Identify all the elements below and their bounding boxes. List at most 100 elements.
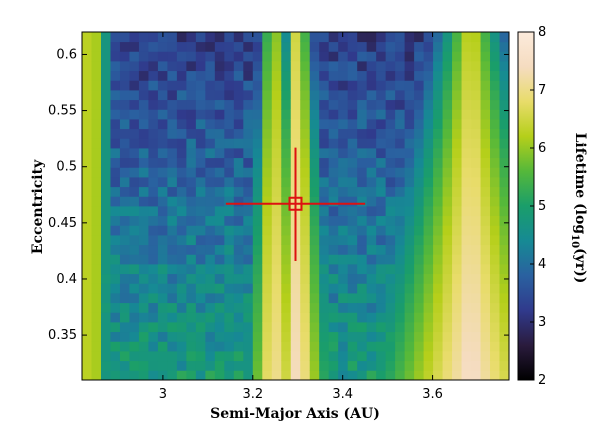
heatmap-cell (100, 167, 111, 178)
heatmap-cell (357, 32, 368, 43)
heatmap-cell (271, 119, 282, 130)
heatmap-cell (262, 360, 273, 371)
heatmap-cell (480, 70, 491, 81)
heatmap-cell (252, 283, 263, 294)
heatmap-cell (205, 370, 216, 381)
heatmap-cell (252, 293, 263, 304)
heatmap-cell (480, 90, 491, 101)
heatmap-cell (271, 70, 282, 81)
heatmap-cell (100, 196, 111, 207)
x-tick-label: 3 (159, 387, 167, 402)
heatmap-cell (119, 196, 130, 207)
heatmap-cell (309, 293, 320, 304)
heatmap-cell (281, 196, 292, 207)
heatmap-cell (490, 206, 500, 217)
heatmap-cell (224, 186, 235, 197)
heatmap-cell (433, 99, 443, 110)
heatmap-cell (461, 90, 472, 101)
heatmap-cell (480, 235, 491, 246)
heatmap-cell (271, 235, 282, 246)
heatmap-cell (366, 283, 377, 294)
heatmap-cell (404, 235, 415, 246)
heatmap-cell (461, 138, 472, 149)
heatmap-cell (376, 51, 387, 62)
heatmap-cell (119, 51, 130, 62)
heatmap-cell (129, 351, 140, 362)
heatmap-cell (119, 99, 130, 110)
heatmap-cell (252, 167, 263, 178)
heatmap-cell (252, 215, 263, 226)
heatmap-cell (91, 273, 102, 284)
heatmap-cell (423, 254, 434, 265)
heatmap-cell (480, 32, 491, 43)
heatmap-cell (110, 331, 121, 342)
heatmap-cell (480, 157, 491, 168)
heatmap-cell (186, 61, 197, 72)
heatmap-cell (338, 119, 349, 130)
heatmap-cell (395, 167, 406, 178)
heatmap-cell (281, 351, 292, 362)
colorbar-title-subscript: 10 (569, 234, 580, 248)
heatmap-cell (433, 225, 443, 236)
heatmap-cell (224, 312, 235, 323)
heatmap-cell (233, 157, 244, 168)
heatmap-cell (490, 157, 500, 168)
heatmap-cell (357, 70, 368, 81)
heatmap-cell (338, 264, 349, 275)
heatmap-cell (433, 61, 443, 72)
heatmap-cell (281, 273, 292, 284)
heatmap-cell (129, 61, 140, 72)
heatmap-cell (328, 370, 339, 381)
heatmap-cell (82, 119, 92, 130)
heatmap-cell (243, 360, 254, 371)
heatmap-cell (442, 128, 453, 139)
heatmap-cell (433, 283, 443, 294)
heatmap-cell (91, 128, 102, 139)
heatmap-cell (100, 61, 111, 72)
heatmap-cell (205, 138, 216, 149)
heatmap-cell (499, 283, 510, 294)
heatmap-cell (452, 244, 462, 255)
heatmap-cell (157, 157, 168, 168)
heatmap-cell (385, 341, 396, 352)
heatmap-cell (347, 264, 358, 275)
heatmap-cell (319, 370, 330, 381)
heatmap-cell (271, 148, 282, 159)
heatmap-cell (480, 167, 491, 178)
heatmap-cell (262, 90, 273, 101)
heatmap-cell (385, 148, 396, 159)
heatmap-cell (195, 51, 206, 62)
heatmap-cell (357, 244, 368, 255)
heatmap-cell (347, 186, 358, 197)
heatmap-cell (499, 331, 510, 342)
heatmap-cell (233, 80, 244, 91)
heatmap-cell (129, 138, 140, 149)
heatmap-cell (214, 128, 225, 139)
heatmap-cell (281, 148, 292, 159)
y-tick-label: 0.6 (56, 47, 77, 62)
heatmap-cell (195, 157, 206, 168)
heatmap-cell (366, 61, 377, 72)
heatmap-cell (414, 322, 424, 333)
heatmap-cell (129, 70, 140, 81)
heatmap-cell (214, 70, 225, 81)
heatmap-cell (119, 235, 130, 246)
heatmap-cell (357, 148, 368, 159)
heatmap-cell (319, 215, 330, 226)
heatmap-cell (100, 351, 111, 362)
heatmap-cell (224, 177, 235, 188)
heatmap-cell (281, 283, 292, 294)
heatmap-cell (214, 186, 225, 197)
heatmap-cell (157, 235, 168, 246)
heatmap-cell (252, 32, 263, 43)
heatmap-cell (82, 235, 92, 246)
heatmap-cell (442, 360, 453, 371)
heatmap-cell (157, 61, 168, 72)
heatmap-cell (404, 302, 415, 313)
heatmap-cell (290, 119, 301, 130)
heatmap-cell (499, 51, 510, 62)
heatmap-cell (138, 157, 149, 168)
heatmap-cell (461, 177, 472, 188)
heatmap-cell (100, 235, 111, 246)
heatmap-cell (461, 312, 472, 323)
